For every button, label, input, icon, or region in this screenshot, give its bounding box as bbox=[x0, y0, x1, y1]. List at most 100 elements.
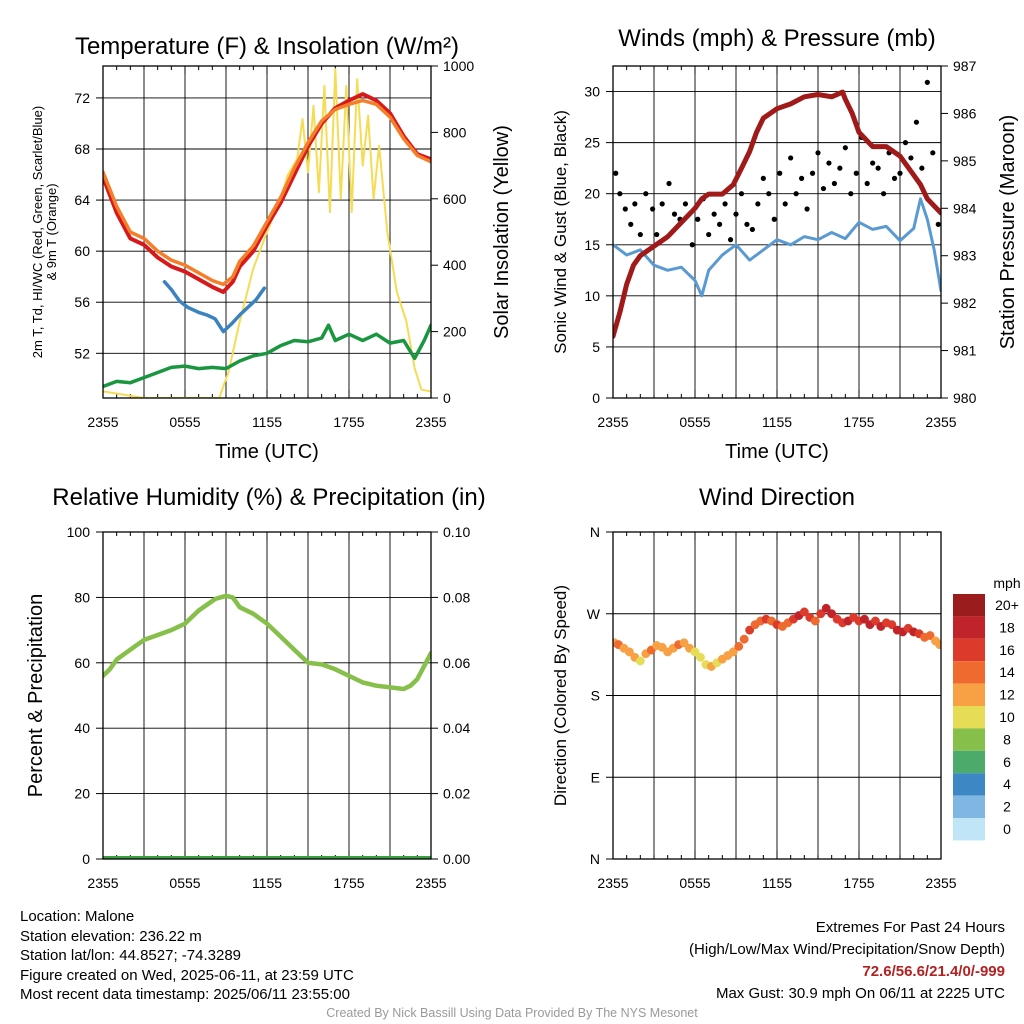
gust-point bbox=[881, 191, 887, 197]
y-tick-label: 20 bbox=[584, 186, 600, 202]
gust-point bbox=[919, 165, 925, 171]
direction-point bbox=[821, 603, 831, 613]
gust-point bbox=[666, 180, 672, 187]
gust-point bbox=[654, 231, 660, 238]
direction-point bbox=[860, 614, 869, 624]
colorbar-label: mph bbox=[993, 575, 1020, 591]
x-tick-label: 0555 bbox=[679, 875, 710, 891]
colorbar-swatch bbox=[953, 661, 985, 684]
gust-point bbox=[848, 191, 854, 197]
gust-point bbox=[650, 206, 656, 212]
y-axis-label: & 9m T (Orange) bbox=[44, 183, 59, 280]
x-tick-label: 1155 bbox=[252, 875, 282, 891]
x-tick-label: 2355 bbox=[415, 875, 446, 891]
colorbar-tick-label: 4 bbox=[1003, 776, 1011, 792]
direction-point bbox=[870, 616, 880, 626]
colorbar-swatch bbox=[953, 773, 985, 796]
x-tick-label: 1155 bbox=[762, 414, 792, 430]
y-axis-label: Direction (Colored By Speed) bbox=[551, 585, 570, 806]
panel-2: 2355 0555 1155 1755 2355 0 5 10 15 20 25 30 980 981 98… bbox=[551, 25, 1019, 463]
gust-point bbox=[628, 221, 634, 227]
extremes-title: Extremes For Past 24 Hours bbox=[815, 919, 1005, 936]
plot-frame bbox=[102, 65, 432, 399]
gust-point bbox=[632, 201, 638, 207]
gust-point bbox=[706, 231, 712, 238]
gust-point bbox=[837, 165, 843, 171]
chart-title: Wind Direction bbox=[699, 484, 855, 511]
y-tick-label: 64 bbox=[74, 192, 90, 208]
gust-point bbox=[717, 221, 723, 227]
series-group bbox=[613, 79, 941, 339]
direction-point bbox=[624, 647, 634, 657]
gust-point bbox=[913, 119, 920, 125]
y2-tick-label: 0 bbox=[443, 390, 451, 406]
x-tick-label: 1155 bbox=[762, 875, 792, 891]
y-tick-label: 60 bbox=[74, 655, 90, 671]
series-group bbox=[103, 68, 431, 398]
y-tick-label: 52 bbox=[74, 345, 90, 361]
x-tick-label: 1155 bbox=[252, 414, 282, 430]
colorbar-swatch bbox=[953, 750, 985, 774]
y-axis-label: Sonic Wind & Gust (Blue, Black) bbox=[551, 110, 570, 354]
direction-point bbox=[679, 638, 689, 648]
gust-point bbox=[622, 206, 628, 212]
x-tick-label: 1755 bbox=[843, 414, 874, 430]
y2-tick-label: 0.06 bbox=[443, 655, 470, 671]
panel-1: 2355 0555 1155 1755 2355 52 56 60 64 68 72 0 200 400 6… bbox=[30, 33, 513, 463]
y2-tick-label: 981 bbox=[953, 343, 977, 359]
gust-point bbox=[902, 140, 909, 146]
x-tick-label: 1755 bbox=[843, 875, 874, 891]
y2-tick-label: 0.02 bbox=[443, 786, 470, 802]
y-tick-label: 20 bbox=[74, 786, 90, 802]
gust-point bbox=[695, 216, 701, 222]
y2-tick-label: 983 bbox=[953, 248, 977, 264]
gust-point bbox=[809, 170, 816, 176]
y-tick-label: 5 bbox=[592, 339, 600, 355]
station-location: Location: Malone bbox=[20, 908, 135, 925]
direction-point bbox=[690, 647, 700, 657]
x-axis-label: Time (UTC) bbox=[215, 441, 319, 463]
y2-tick-label: 0.00 bbox=[443, 851, 470, 867]
x-tick-label: 2355 bbox=[415, 414, 446, 430]
colorbar-tick-label: 16 bbox=[999, 642, 1015, 658]
y2-tick-label: 986 bbox=[953, 105, 977, 121]
direction-point bbox=[739, 634, 749, 644]
direction-point bbox=[827, 609, 837, 619]
y2-tick-label: 400 bbox=[443, 257, 467, 273]
x-tick-label: 0555 bbox=[169, 875, 200, 891]
colorbar-swatch bbox=[953, 638, 985, 662]
y-tick-label: N bbox=[590, 851, 600, 867]
y2-tick-label: 0.08 bbox=[443, 589, 470, 605]
gust-point bbox=[908, 155, 914, 161]
gust-point bbox=[891, 175, 898, 181]
y-tick-label: 0 bbox=[592, 390, 600, 406]
y2-tick-label: 984 bbox=[953, 200, 977, 216]
colorbar-swatch bbox=[953, 795, 985, 818]
credit-line: Created By Nick Bassill Using Data Provi… bbox=[326, 1006, 698, 1020]
gust-point bbox=[771, 216, 777, 222]
gust-point bbox=[682, 201, 689, 207]
gust-point bbox=[924, 79, 930, 85]
x-tick-label: 2355 bbox=[87, 414, 118, 430]
chart-title: Winds (mph) & Pressure (mb) bbox=[618, 25, 935, 52]
gust-point bbox=[711, 211, 717, 217]
gust-point bbox=[617, 191, 623, 197]
x-tick-label: 0555 bbox=[679, 414, 710, 430]
figure-created: Figure created on Wed, 2025-06-11, at 23… bbox=[20, 966, 354, 984]
colorbar-swatch bbox=[953, 683, 985, 706]
y2-tick-label: 980 bbox=[953, 390, 977, 406]
gust-point bbox=[930, 150, 936, 156]
gust-point bbox=[853, 170, 859, 176]
gust-point bbox=[613, 170, 619, 176]
x-tick-label: 2355 bbox=[597, 875, 628, 891]
direction-point bbox=[810, 616, 820, 626]
y2-axis-label: Solar Insolation (Yellow) bbox=[491, 125, 513, 339]
x-tick-label: 2355 bbox=[925, 875, 956, 891]
direction-point bbox=[816, 609, 826, 619]
series-group bbox=[103, 593, 431, 859]
gust-point bbox=[727, 237, 734, 243]
y2-tick-label: 800 bbox=[443, 124, 467, 140]
recent-timestamp: Most recent data timestamp: 2025/06/11 2… bbox=[20, 986, 350, 1003]
max-gust: Max Gust: 30.9 mph On 06/11 at 2225 UTC bbox=[715, 985, 1005, 1002]
